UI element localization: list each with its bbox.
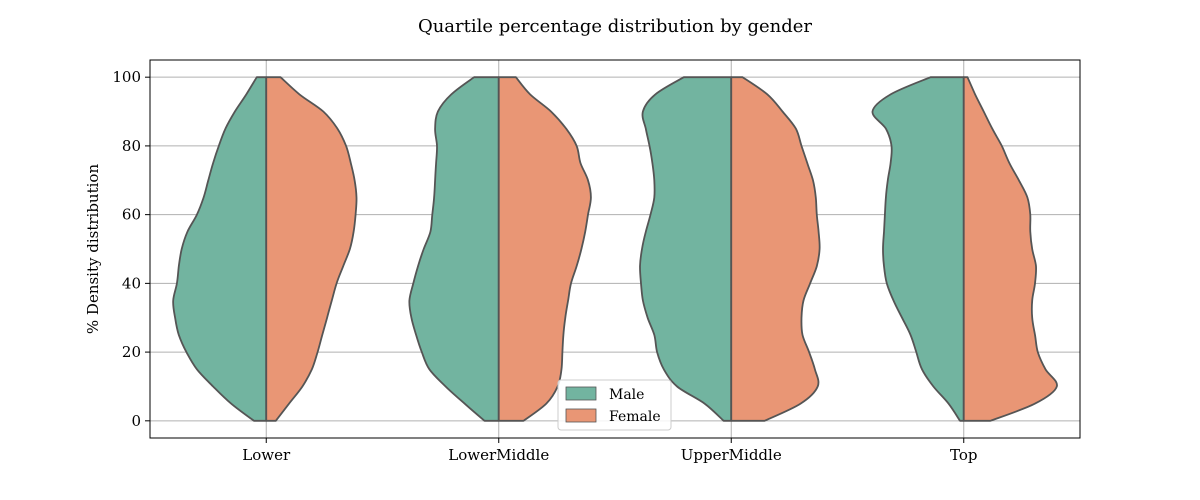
legend-label-female: Female — [609, 409, 661, 425]
violin-male-lowermiddle — [408, 76, 500, 422]
violins — [172, 76, 1058, 422]
legend: Male Female — [557, 379, 672, 431]
violin-female-top — [962, 76, 1058, 422]
violin-male-uppermiddle — [639, 76, 733, 422]
violin-female-uppermiddle — [730, 76, 821, 422]
plot-frame — [149, 59, 1081, 439]
y-tick-label: 40 — [122, 274, 141, 292]
x-tick-label: Top — [950, 446, 977, 464]
violin-female-lower — [265, 76, 358, 422]
legend-swatch-female — [565, 408, 597, 423]
x-tick-label: LowerMiddle — [448, 446, 549, 464]
violin-female-lowermiddle — [497, 76, 592, 422]
y-tick-label: 20 — [122, 343, 141, 361]
y-tick-label: 80 — [122, 137, 141, 155]
x-tick-label: UpperMiddle — [681, 446, 782, 464]
legend-label-male: Male — [609, 387, 644, 403]
legend-swatch-male — [565, 386, 597, 401]
y-tick-label: 100 — [112, 68, 141, 86]
chart-title: Quartile percentage distribution by gend… — [418, 16, 812, 37]
x-tick-label: Lower — [242, 446, 291, 464]
x-axis-ticks: Lower LowerMiddle UpperMiddle Top — [242, 438, 977, 464]
y-axis-ticks: 0 20 40 60 80 100 — [112, 68, 150, 430]
y-axis-label: % Density distribution — [84, 164, 102, 335]
violin-male-lower — [172, 76, 268, 422]
y-tick-label: 60 — [122, 206, 141, 224]
violin-male-top — [871, 76, 965, 422]
y-tick-label: 0 — [131, 412, 141, 430]
